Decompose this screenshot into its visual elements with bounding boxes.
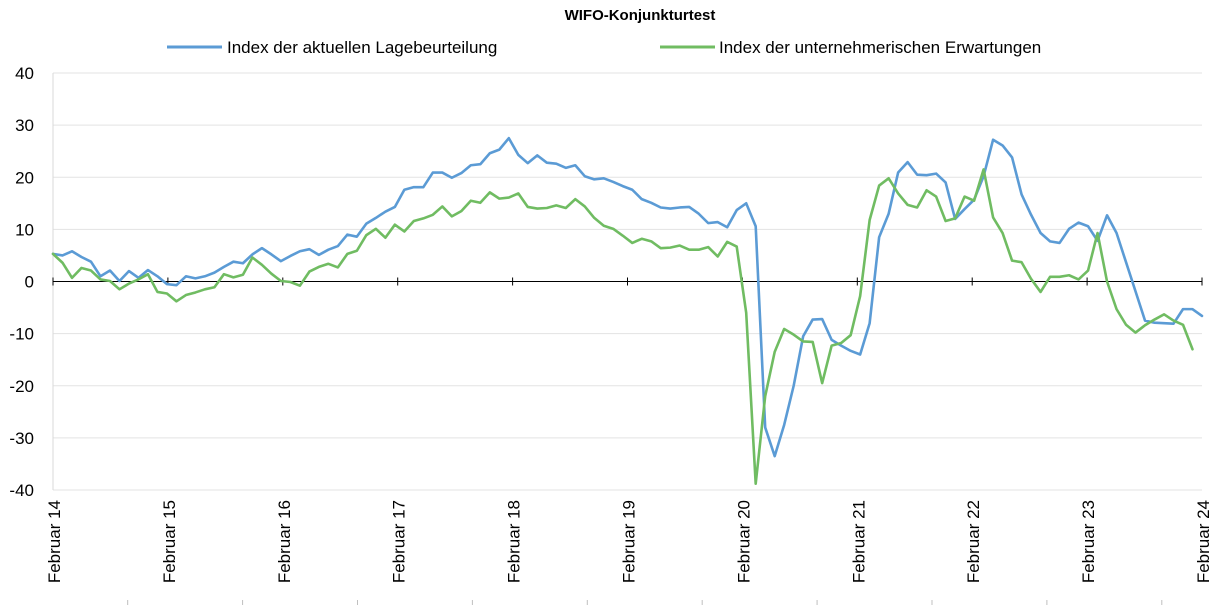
legend-label-lage: Index der aktuellen Lagebeurteilung <box>227 38 497 57</box>
y-tick-label: -30 <box>9 429 34 448</box>
x-tick-label: Februar 24 <box>1194 500 1213 583</box>
x-axis-bottom-ticks <box>127 600 1163 605</box>
y-tick-label: 30 <box>15 116 34 135</box>
x-tick-label: Februar 22 <box>964 500 983 583</box>
y-tick-label: -10 <box>9 325 34 344</box>
x-tick-label: Februar 17 <box>390 500 409 583</box>
legend: Index der aktuellen Lagebeurteilung Inde… <box>167 38 1041 57</box>
x-tick-label: Februar 16 <box>275 500 294 583</box>
legend-label-erwartungen: Index der unternehmerischen Erwartungen <box>719 38 1041 57</box>
y-tick-label: -40 <box>9 481 34 500</box>
y-tick-label: 0 <box>25 273 34 292</box>
x-tick-label: Februar 21 <box>849 500 868 583</box>
y-tick-label: 40 <box>15 64 34 83</box>
x-tick-label: Februar 14 <box>45 500 64 583</box>
x-tick-label: Februar 19 <box>620 500 639 583</box>
y-tick-label: 20 <box>15 168 34 187</box>
gridlines <box>53 72 1202 491</box>
x-tick-label: Februar 15 <box>160 500 179 583</box>
y-tick-label: 10 <box>15 220 34 239</box>
series-line-erwartungen <box>51 168 1194 486</box>
series-line-lage <box>51 136 1204 458</box>
x-tick-label: Februar 20 <box>734 500 753 583</box>
y-tick-labels: 40 30 20 10 0 -10 -20 -30 -40 <box>9 64 34 500</box>
x-tick-label: Februar 18 <box>505 500 524 583</box>
x-tick-label: Februar 23 <box>1079 500 1098 583</box>
chart-title: WIFO-Konjunkturtest <box>565 7 716 24</box>
y-tick-label: -20 <box>9 377 34 396</box>
x-tick-labels: Februar 14 Februar 15 Februar 16 Februar… <box>45 500 1213 583</box>
